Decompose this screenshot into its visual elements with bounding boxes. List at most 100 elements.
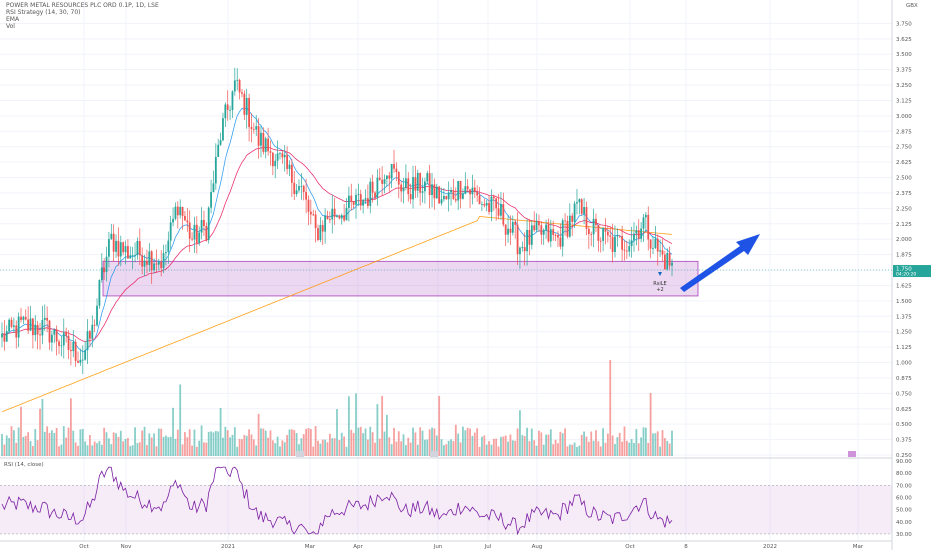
volume-bar [46, 426, 49, 456]
price-tick-label: 3.250 [896, 83, 912, 89]
volume-bar [533, 440, 536, 456]
candle [70, 349, 72, 352]
volume-bar [428, 429, 431, 456]
volume-bar [614, 443, 616, 456]
legend-vol[interactable]: Vol [6, 23, 15, 30]
volume-bar [5, 435, 8, 456]
volume-bar [281, 440, 284, 456]
candle [640, 228, 643, 239]
volume-bar [433, 428, 436, 456]
volume-bar [576, 446, 578, 456]
volume-bar [402, 434, 405, 456]
legend-rsi-strategy[interactable]: RSI Strategy (14, 30, 70) [6, 9, 81, 16]
volume-bar [119, 430, 122, 456]
volume-bar [12, 430, 15, 456]
volume-bar [585, 436, 588, 456]
volume-bar [637, 443, 640, 456]
volume-bar [549, 429, 552, 456]
candle [507, 228, 509, 235]
volume-bar [10, 426, 13, 456]
volume-bar [511, 440, 514, 456]
candle [300, 185, 303, 187]
volume-bar [564, 428, 566, 456]
volume-bar [293, 429, 296, 456]
volume-bar [611, 435, 614, 456]
candle [103, 267, 106, 273]
candle [488, 202, 490, 212]
legend-ema[interactable]: EMA [6, 16, 20, 23]
volume-bar [376, 404, 379, 456]
candle [248, 97, 250, 128]
candle [298, 186, 300, 191]
volume-bar [326, 442, 329, 456]
volume-bar [671, 430, 673, 456]
volume-bar [269, 430, 272, 456]
time-tick-label: Nov [121, 544, 132, 550]
volume-bar [578, 445, 581, 456]
candle [169, 222, 172, 241]
candle [390, 164, 393, 179]
volume-bar [438, 395, 441, 456]
candle [165, 252, 167, 254]
candle [217, 144, 220, 157]
volume-bar [478, 446, 481, 456]
volume-bar [302, 434, 305, 456]
candle [48, 320, 51, 343]
volume-bar [188, 429, 191, 456]
volume-bar [191, 445, 193, 456]
volume-bar [331, 438, 334, 456]
candle [148, 251, 151, 265]
price-tick-label: 0.250 [896, 453, 912, 459]
volume-bar [509, 434, 512, 456]
candle [587, 228, 590, 235]
volume-bar [526, 427, 528, 456]
volume-bar [217, 431, 220, 456]
trend-arrow [680, 234, 760, 292]
chart-legend: POWER METAL RESOURCES PLC ORD 0.1P, 1D, … [6, 2, 159, 30]
candle [500, 204, 502, 216]
candle [557, 235, 559, 238]
price-tick-label: 0.500 [896, 422, 912, 428]
candle [592, 218, 595, 235]
volume-bar [552, 444, 555, 456]
volume-bar [193, 429, 196, 456]
volume-bar [457, 433, 460, 456]
price-tick-label: 1.500 [896, 299, 912, 305]
volume-bar [224, 426, 227, 456]
volume-bar [397, 431, 400, 456]
volume-bar [333, 438, 336, 456]
candle [642, 217, 645, 229]
volume-bar [129, 446, 132, 456]
volume-bar [459, 442, 462, 456]
volume-bar [666, 440, 669, 456]
volume-bar [587, 441, 590, 456]
candle [127, 246, 129, 259]
volume-bar [390, 444, 393, 456]
volume-bar [271, 440, 274, 456]
price-tick-label: 3.625 [896, 37, 912, 43]
volume-bar [421, 430, 424, 456]
volume-bar [668, 443, 671, 456]
volume-bar [542, 444, 545, 456]
candle [326, 215, 329, 220]
volume-bar [663, 438, 666, 456]
volume-bar [393, 427, 395, 456]
candle [138, 241, 141, 256]
volume-bar [236, 446, 239, 456]
candle [402, 187, 405, 192]
candle [274, 160, 277, 167]
volume-bar [1, 433, 3, 456]
candle [397, 172, 400, 185]
candle [649, 239, 652, 249]
candle [243, 93, 246, 115]
candle [312, 214, 315, 216]
volume-bar [264, 430, 267, 456]
candle [336, 215, 338, 217]
volume-bar [523, 436, 526, 456]
candle [502, 204, 505, 225]
candle [222, 118, 224, 141]
candle [179, 206, 182, 216]
volume-bar [649, 392, 652, 456]
volume-bar [319, 443, 322, 456]
